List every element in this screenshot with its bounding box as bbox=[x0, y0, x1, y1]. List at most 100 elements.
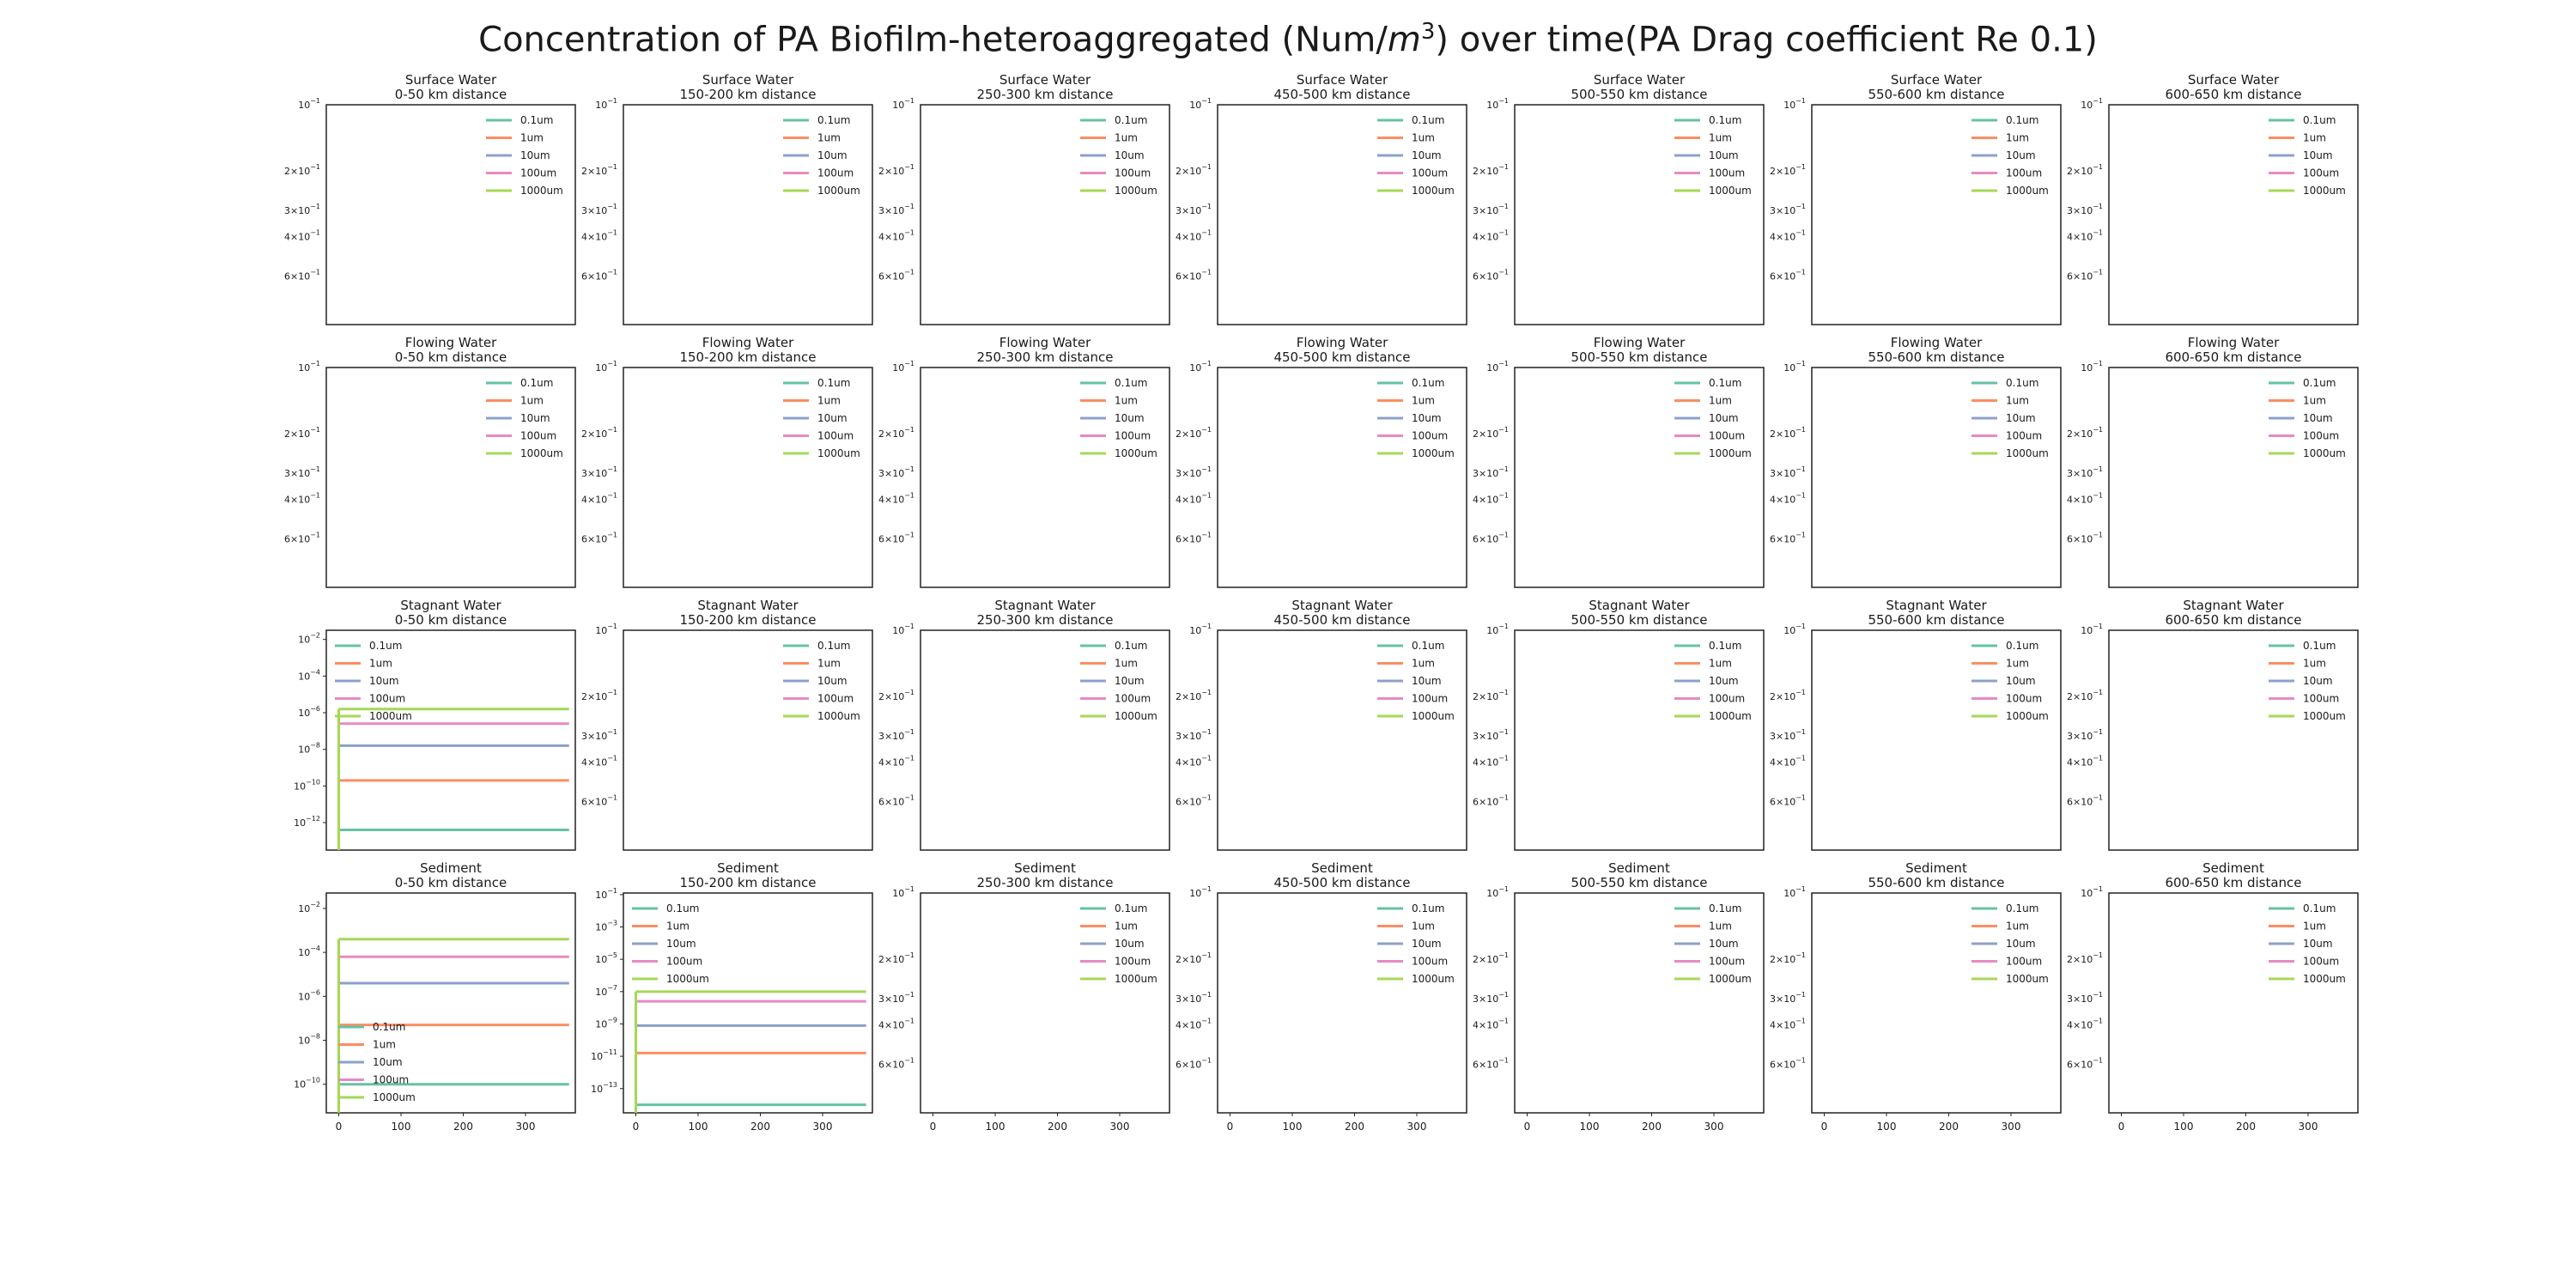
y-tick-label: 3×10−1 bbox=[1770, 728, 1806, 742]
y-tick-label: 10−4 bbox=[298, 668, 320, 682]
legend-label: 100um bbox=[2006, 956, 2042, 968]
panel-title-distance: 150-200 km distance bbox=[679, 612, 816, 628]
legend-label: 1um bbox=[1115, 395, 1138, 407]
x-tick-label: 300 bbox=[813, 1121, 833, 1133]
legend-label: 1000um bbox=[817, 185, 860, 197]
panel-title-distance: 0-50 km distance bbox=[395, 349, 507, 365]
panel-frame bbox=[1811, 892, 2062, 1114]
y-tick-label: 10−8 bbox=[298, 742, 320, 756]
y-tick-label: 6×10−1 bbox=[581, 794, 617, 808]
y-tick-label: 4×10−1 bbox=[2067, 755, 2103, 769]
legend-label: 0.1um bbox=[817, 640, 850, 652]
legend: 0.1um 1um 10um 100um 1000um bbox=[1971, 377, 2049, 459]
legend-label: 1um bbox=[817, 658, 841, 670]
legend-label: 0.1um bbox=[520, 377, 553, 389]
y-tick-label: 6×10−1 bbox=[878, 1057, 914, 1071]
legend-label: 0.1um bbox=[2006, 377, 2038, 389]
x-tick-label: 0 bbox=[1821, 1121, 1828, 1133]
y-tick-label: 10−10 bbox=[294, 1077, 320, 1091]
legend-label: 10um bbox=[1412, 149, 1442, 161]
y-tick-label: 10−7 bbox=[595, 984, 617, 998]
legend-label: 1000um bbox=[2303, 447, 2346, 459]
legend-label: 1um bbox=[2006, 132, 2029, 144]
legend-label: 100um bbox=[2303, 430, 2339, 442]
panel-title-distance: 600-650 km distance bbox=[2165, 87, 2301, 102]
legend-label: 0.1um bbox=[1709, 640, 1741, 652]
legend-label: 10um bbox=[2006, 938, 2036, 950]
x-tick-label: 0 bbox=[1524, 1121, 1531, 1133]
panel-frame bbox=[1811, 104, 2062, 325]
y-tick-label: 2×10−1 bbox=[1770, 426, 1806, 440]
legend-label: 10um bbox=[817, 149, 848, 161]
legend: 0.1um 1um 10um 100um 1000um bbox=[1674, 640, 1752, 722]
legend: 0.1um 1um 10um 100um 1000um bbox=[783, 640, 860, 722]
y-tick-label: 6×10−1 bbox=[1176, 269, 1212, 283]
panel-frame bbox=[920, 892, 1170, 1114]
legend-label: 100um bbox=[373, 1074, 409, 1086]
legend: 0.1um 1um 10um 100um 1000um bbox=[1674, 114, 1752, 197]
legend-label: 1000um bbox=[2303, 185, 2346, 197]
x-tick-label: 200 bbox=[453, 1121, 473, 1133]
y-tick-label: 2×10−1 bbox=[581, 689, 617, 702]
panel-title-compartment: Flowing Water bbox=[1891, 335, 1983, 350]
y-tick-label: 10−2 bbox=[298, 901, 320, 914]
x-tick-label: 300 bbox=[1704, 1121, 1724, 1133]
panel-title-distance: 150-200 km distance bbox=[679, 349, 816, 365]
panel-title-compartment: Stagnant Water bbox=[994, 598, 1096, 613]
panel-frame bbox=[2108, 104, 2359, 325]
legend: 0.1um 1um 10um 100um 1000um bbox=[486, 377, 563, 459]
legend-label: 100um bbox=[1115, 693, 1151, 705]
y-tick-label: 4×10−1 bbox=[1176, 1018, 1212, 1031]
legend-label: 1000um bbox=[373, 1091, 416, 1103]
x-tick-label: 0 bbox=[633, 1121, 640, 1133]
panel-title-compartment: Surface Water bbox=[999, 72, 1091, 88]
y-tick-label: 10−11 bbox=[591, 1048, 617, 1062]
legend-label: 10um bbox=[1115, 675, 1145, 687]
legend-label: 1um bbox=[1412, 920, 1435, 933]
legend-label: 10um bbox=[2303, 675, 2333, 687]
panel-title-compartment: Stagnant Water bbox=[1886, 598, 1987, 613]
panel-frame bbox=[2108, 629, 2359, 851]
legend-label: 10um bbox=[2303, 149, 2333, 161]
y-tick-label: 10−1 bbox=[1783, 97, 1806, 111]
y-tick-label: 10−10 bbox=[294, 778, 320, 792]
legend-label: 10um bbox=[1709, 412, 1739, 424]
legend-label: 0.1um bbox=[2006, 902, 2038, 914]
legend-label: 10um bbox=[2303, 938, 2333, 950]
x-tick-label: 100 bbox=[392, 1121, 411, 1133]
panel-title-distance: 500-550 km distance bbox=[1571, 349, 1707, 365]
y-tick-label: 10−1 bbox=[892, 885, 914, 899]
y-tick-label: 4×10−1 bbox=[878, 755, 914, 769]
legend-label: 1000um bbox=[2303, 973, 2346, 985]
legend-label: 10um bbox=[817, 412, 848, 424]
y-tick-label: 2×10−1 bbox=[878, 689, 914, 702]
legend-label: 100um bbox=[2006, 430, 2042, 442]
y-tick-label: 10−1 bbox=[1189, 885, 1212, 899]
y-tick-label: 3×10−1 bbox=[581, 728, 617, 742]
panel-title-distance: 600-650 km distance bbox=[2165, 875, 2301, 890]
legend: 0.1um 1um 10um 100um 1000um bbox=[1080, 640, 1157, 722]
legend-label: 0.1um bbox=[1412, 114, 1444, 126]
legend-label: 100um bbox=[520, 167, 556, 179]
y-tick-label: 2×10−1 bbox=[1473, 163, 1509, 177]
legend-label: 1um bbox=[2303, 658, 2326, 670]
y-tick-label: 6×10−1 bbox=[2067, 269, 2103, 283]
panel-title-distance: 500-550 km distance bbox=[1571, 875, 1707, 890]
y-tick-label: 4×10−1 bbox=[1770, 229, 1806, 243]
panel-title-compartment: Sediment bbox=[717, 860, 779, 876]
panel-title-distance: 450-500 km distance bbox=[1273, 875, 1410, 890]
legend: 0.1um 1um 10um 100um 1000um bbox=[632, 902, 709, 985]
y-tick-label: 10−1 bbox=[1486, 623, 1509, 636]
panel-frame bbox=[325, 892, 576, 1114]
x-tick-label: 200 bbox=[1939, 1121, 1959, 1133]
y-tick-label: 2×10−1 bbox=[2067, 163, 2103, 177]
y-tick-label: 3×10−1 bbox=[1770, 991, 1806, 1005]
panel-frame bbox=[623, 367, 873, 588]
y-tick-label: 6×10−1 bbox=[1473, 794, 1509, 808]
panel-title-distance: 550-600 km distance bbox=[1868, 612, 2004, 628]
legend: 0.1um 1um 10um 100um 1000um bbox=[2269, 377, 2346, 459]
